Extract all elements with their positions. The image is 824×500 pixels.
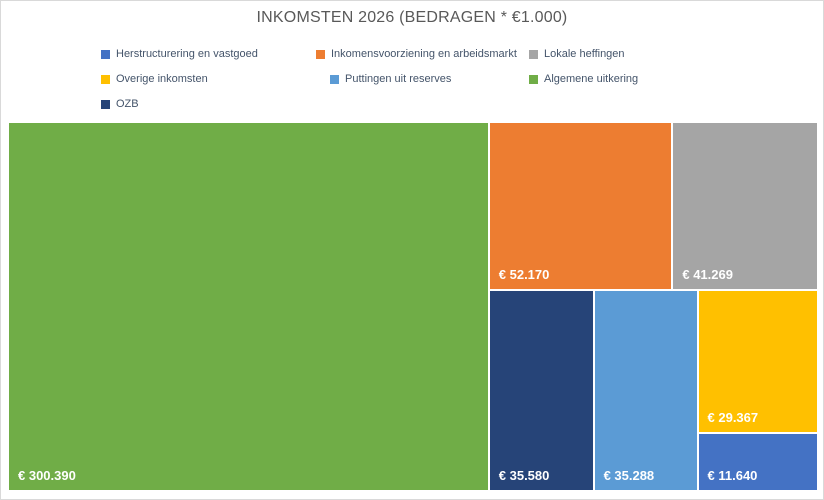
legend-item-inkomensvoorziening: Inkomensvoorziening en arbeidsmarkt [316,48,517,60]
legend-label: Herstructurering en vastgoed [116,48,258,60]
legend-row: Overige inkomsten Puttingen uit reserves… [1,70,823,95]
treemap-tile-ozb: € 35.580 [489,291,593,490]
tile-value-label: € 29.367 [707,410,759,426]
chart-title: INKOMSTEN 2026 (BEDRAGEN * €1.000) [256,9,568,26]
treemap-tile-lokale-heffingen: € 41.269 [673,123,817,290]
legend-item-puttingen: Puttingen uit reserves [330,73,451,85]
legend-marker-green [529,74,538,84]
tile-value-label: € 35.288 [603,468,655,483]
legend-label: Overige inkomsten [116,73,208,85]
legend-marker-blue [101,49,110,59]
tile-value-label: € 52.170 [498,267,550,283]
tile-value-label: € 35.580 [498,468,550,483]
legend-marker-gray [529,49,538,59]
treemap-right-group: € 52.170 € 41.269 € 35.580 € 35.288 € 29… [489,123,817,490]
treemap-tile-inkomensvoorziening: € 52.170 [489,123,672,290]
legend-label: Algemene uitkering [544,73,639,85]
legend-item-ozb: OZB [101,98,139,110]
legend-item-overige-inkomsten: Overige inkomsten [101,73,208,85]
treemap-tile-algemene-uitkering: € 300.390 [9,123,488,490]
legend-item-lokale-heffingen: Lokale heffingen [529,48,625,60]
treemap-tile-herstructurering: € 11.640 [698,434,817,490]
legend-label: OZB [116,98,139,110]
legend-item-algemene-uitkering: Algemene uitkering [529,73,638,85]
legend-item-herstructurering: Herstructurering en vastgoed [101,48,258,60]
legend-marker-orange [316,49,325,59]
legend-row: OZB [1,95,823,120]
tile-value-label: € 300.390 [18,468,76,483]
legend-label: Lokale heffingen [544,48,625,60]
tile-value-label: € 41.269 [682,267,733,283]
treemap-top-row: € 52.170 € 41.269 [489,123,817,290]
treemap-tile-overige-inkomsten: € 29.367 [698,291,817,433]
tile-value-label: € 11.640 [707,468,758,483]
legend-label: Inkomensvoorziening en arbeidsmarkt [331,48,517,60]
legend: Herstructurering en vastgoed Inkomensvoo… [1,45,823,120]
legend-label: Puttingen uit reserves [345,73,452,85]
treemap-bottom-row: € 35.580 € 35.288 € 29.367 € 11.640 [489,291,817,490]
legend-marker-yellow [101,74,110,84]
treemap-tile-puttingen: € 35.288 [594,291,697,490]
legend-marker-navy [101,99,110,109]
legend-row: Herstructurering en vastgoed Inkomensvoo… [1,45,823,70]
treemap-plot-area: € 300.390 € 52.170 € 41.269 € 35.580 € 3… [9,123,817,490]
legend-marker-lightblue [330,74,339,84]
treemap-bottom-right-group: € 29.367 € 11.640 [698,291,817,490]
